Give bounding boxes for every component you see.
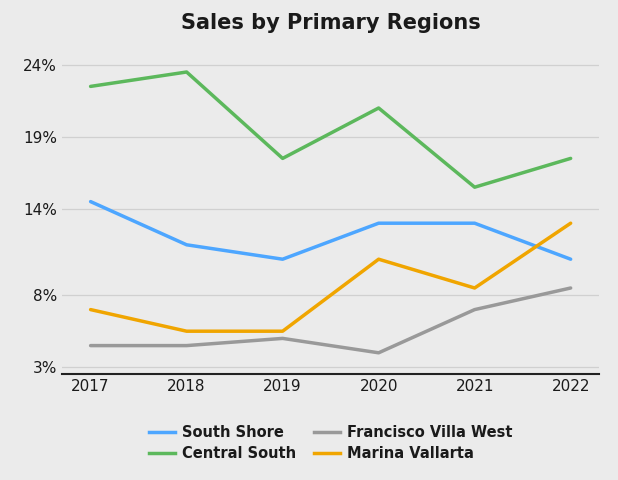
Legend: South Shore, Central South, Francisco Villa West, Marina Vallarta: South Shore, Central South, Francisco Vi… <box>143 419 519 467</box>
Title: Sales by Primary Regions: Sales by Primary Regions <box>180 13 481 33</box>
